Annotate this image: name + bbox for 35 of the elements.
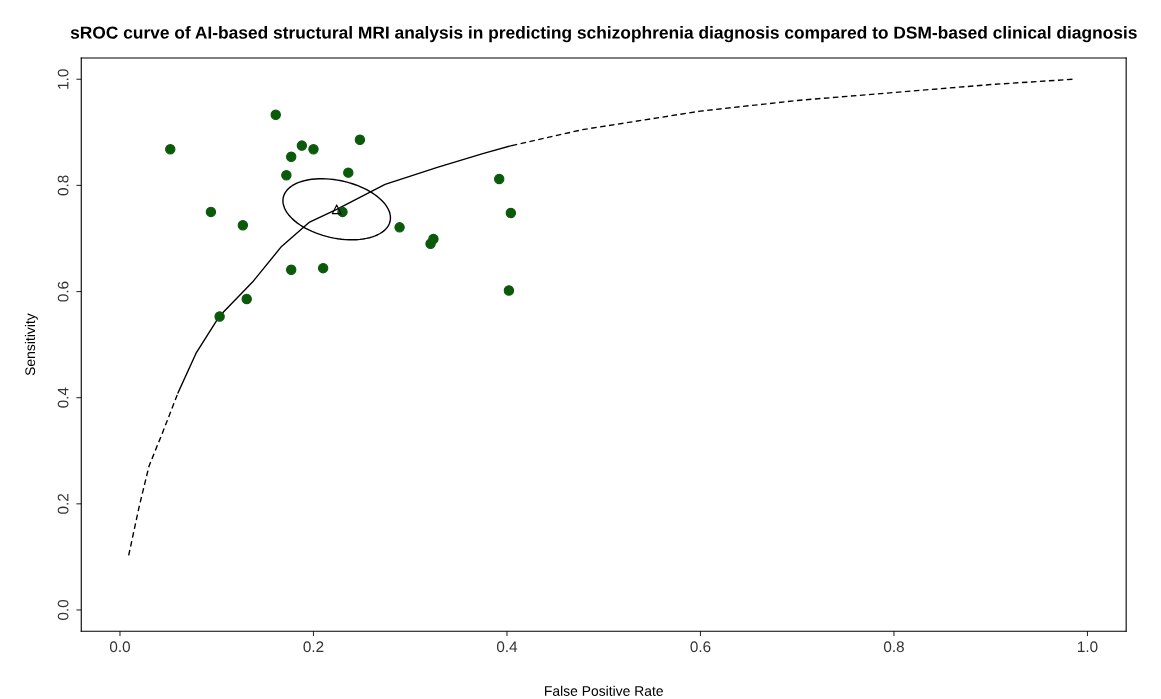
point	[296, 140, 308, 151]
x-tick-label: 0.6	[690, 641, 711, 653]
point	[505, 207, 517, 219]
point	[317, 262, 329, 274]
point	[237, 219, 249, 231]
point	[494, 173, 505, 185]
y-tick-label: 0.8	[57, 175, 69, 196]
point	[205, 206, 217, 218]
x-axis-title: False Positive Rate	[545, 685, 663, 696]
y-tick-label: 0.0	[57, 599, 69, 620]
x-tick-label: 0.8	[883, 641, 904, 653]
y-tick-label: 0.2	[57, 493, 69, 514]
point	[241, 293, 252, 305]
point	[286, 264, 297, 275]
point	[308, 144, 319, 155]
point	[270, 109, 281, 121]
point	[428, 233, 439, 245]
point	[343, 167, 354, 178]
x-tick-label: 0.0	[109, 641, 130, 653]
point	[331, 204, 342, 215]
chart-title: sROC curve of AI-based structural MRI analysis in predicting schizophrenia diagnosis compared to DSM-based clinical diagnosis	[70, 25, 1137, 43]
x-tick-label: 0.2	[303, 641, 324, 653]
y-tick-label: 0.4	[57, 387, 69, 408]
point	[281, 170, 292, 181]
point	[214, 311, 225, 322]
y-axis-title: Sensitivity	[24, 313, 38, 376]
point	[165, 144, 176, 155]
point	[503, 285, 515, 296]
y-tick-label: 1.0	[57, 69, 69, 89]
point	[354, 134, 366, 145]
point	[394, 222, 405, 233]
x-tick-label: 0.4	[496, 641, 518, 653]
x-tick-label: 1.0	[1078, 641, 1098, 653]
y-tick-label: 0.6	[57, 281, 69, 302]
point	[286, 151, 297, 162]
